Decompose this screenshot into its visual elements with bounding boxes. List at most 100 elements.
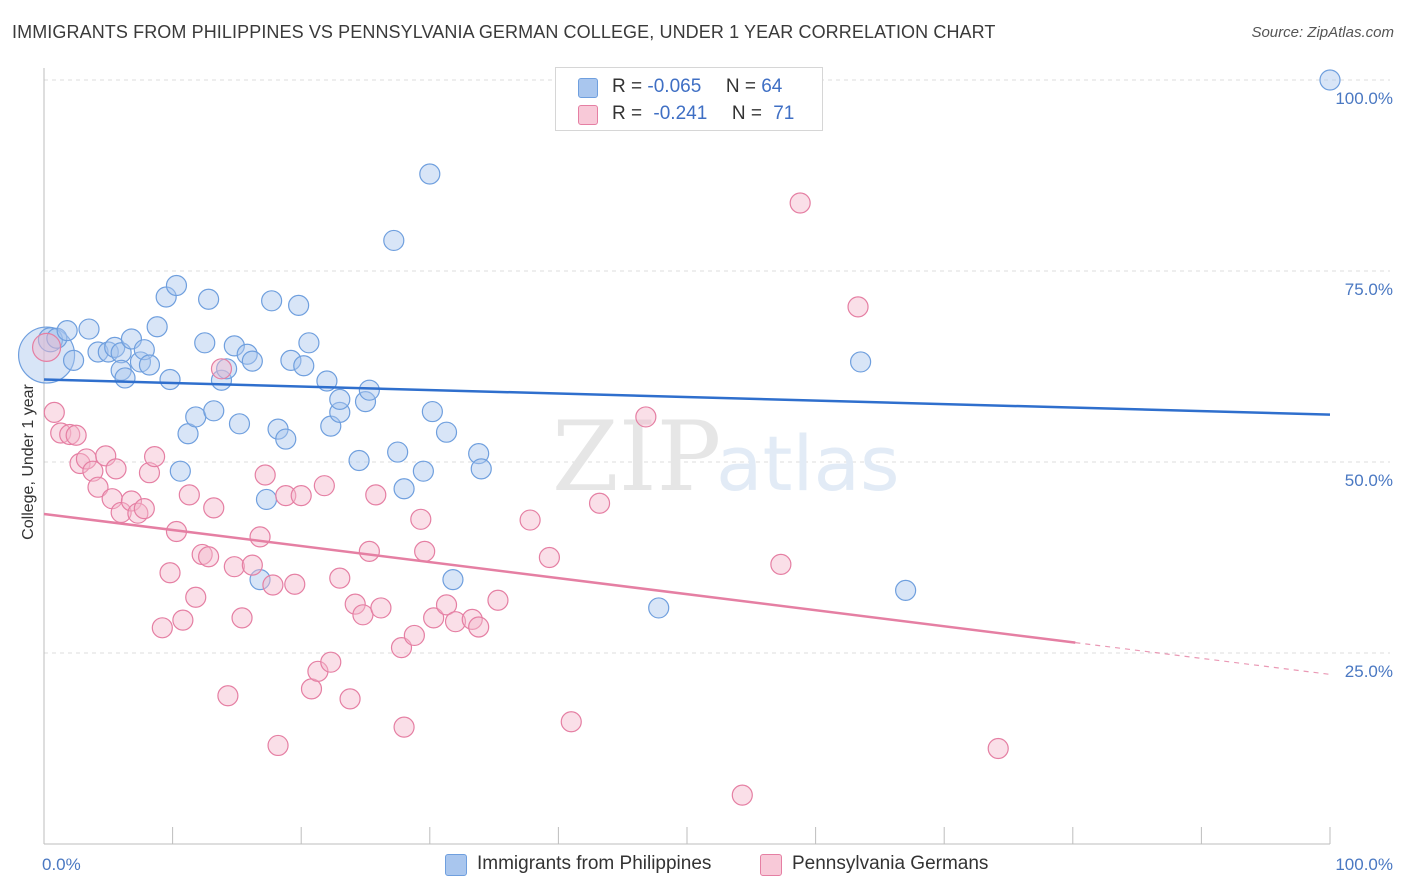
point-s0-39: [293, 355, 315, 377]
point-s1-38: [290, 485, 312, 507]
legend-r-value: -0.065: [647, 76, 702, 97]
point-s0-4: [62, 349, 85, 371]
legend-r-label: R =: [612, 103, 643, 124]
point-s0-24: [198, 288, 220, 310]
tick-labels: 25.0% 50.0% 75.0% 100.0% 0.0% 100.0%: [42, 89, 1393, 874]
point-s1-7: [82, 460, 104, 482]
point-s0-46: [354, 391, 377, 413]
x-tick-label-0: 0.0%: [42, 855, 81, 874]
trend-lines: [43, 378, 1331, 675]
trend-line-s0: [43, 378, 1331, 416]
point-s1-26: [203, 497, 225, 519]
legend-r-value: -0.241: [653, 103, 708, 124]
point-s0-36: [275, 428, 297, 450]
legend-n-value: 64: [761, 76, 783, 97]
point-s0-34: [261, 290, 283, 312]
point-s1-11: [105, 458, 127, 480]
point-s1-44: [339, 688, 361, 710]
point-s1-41: [313, 475, 335, 497]
point-s0-50: [393, 478, 415, 500]
point-s1-3: [59, 423, 81, 446]
point-s1-46: [352, 604, 374, 626]
point-s0-54: [435, 421, 458, 443]
point-s0-0: [17, 326, 76, 384]
point-s1-69: [847, 296, 869, 318]
legend-n-label: N =: [725, 76, 756, 97]
point-s1-60: [487, 589, 509, 611]
grid-lines: [44, 79, 1390, 654]
series-swatch-pennsylvania-germans: [760, 854, 782, 876]
point-s0-33: [255, 488, 278, 511]
point-s1-1: [43, 401, 65, 423]
point-s0-51: [412, 460, 434, 482]
point-s0-61: [1319, 69, 1341, 91]
point-s1-47: [358, 540, 380, 562]
point-s0-25: [203, 400, 225, 422]
point-s0-47: [358, 379, 380, 401]
point-s1-32: [249, 526, 271, 548]
point-s1-22: [178, 484, 200, 506]
point-s1-36: [275, 485, 297, 507]
point-s0-19: [165, 274, 188, 297]
point-s1-54: [414, 540, 436, 562]
point-s1-28: [217, 685, 239, 707]
point-s1-16: [138, 462, 161, 484]
point-s0-18: [159, 368, 181, 391]
point-s1-53: [410, 508, 432, 530]
point-s0-29: [228, 413, 251, 435]
trend-line-s1: [43, 512, 1076, 644]
point-s0-11: [114, 367, 136, 389]
point-s0-57: [470, 458, 492, 480]
point-s1-50: [390, 637, 413, 659]
point-s0-59: [850, 351, 872, 373]
point-s1-66: [731, 784, 753, 806]
point-s1-65: [635, 406, 657, 428]
point-s0-58: [648, 597, 670, 619]
legend-r-label: R =: [612, 76, 643, 97]
x-tick-label-1: 100.0%: [1335, 855, 1393, 874]
point-s1-43: [329, 567, 351, 589]
chart-title: IMMIGRANTS FROM PHILIPPINES VS PENNSYLVA…: [12, 22, 996, 42]
point-s1-48: [365, 484, 387, 506]
legend-swatch-philippines: [578, 78, 598, 98]
point-s0-45: [348, 449, 370, 472]
point-s0-55: [442, 569, 464, 591]
point-s0-49: [387, 441, 409, 463]
point-s0-37: [280, 349, 302, 371]
point-s1-49: [370, 597, 392, 619]
series-legend: Immigrants from Philippines Pennsylvania…: [0, 852, 1406, 878]
point-s1-35: [267, 734, 289, 757]
point-s1-68: [789, 192, 811, 214]
point-s1-63: [560, 711, 582, 733]
point-s1-27: [210, 358, 233, 380]
point-s0-53: [421, 400, 443, 423]
point-s0-22: [185, 406, 207, 428]
point-s0-3: [56, 319, 78, 342]
legend-n-value: 71: [773, 103, 795, 124]
point-s0-5: [78, 318, 100, 340]
point-s1-64: [588, 492, 611, 514]
correlation-legend: R = -0.065 N = 64 R = -0.241 N = 71: [555, 67, 823, 131]
legend-n-label: N =: [731, 103, 762, 124]
point-s1-37: [284, 573, 306, 595]
point-s1-13: [120, 490, 143, 512]
point-s0-20: [169, 460, 191, 482]
point-s0-52: [419, 163, 441, 185]
series-label-pennsylvania-germans: Pennsylvania Germans: [792, 853, 989, 874]
point-s0-31: [241, 350, 263, 372]
point-s1-33: [254, 464, 276, 486]
point-s1-52: [403, 624, 425, 647]
y-tick-label-2: 75.0%: [1345, 280, 1393, 299]
point-s1-21: [172, 609, 194, 631]
point-s1-0: [31, 332, 62, 362]
point-s1-42: [320, 651, 342, 673]
point-s1-70: [987, 737, 1009, 760]
point-s1-56: [435, 594, 458, 616]
y-tick-label-1: 50.0%: [1345, 471, 1393, 490]
point-s1-51: [393, 716, 415, 738]
y-tick-label-0: 25.0%: [1345, 662, 1393, 681]
point-s1-15: [133, 498, 155, 520]
watermark-atlas: atlas: [716, 419, 900, 508]
point-s1-31: [241, 554, 263, 576]
